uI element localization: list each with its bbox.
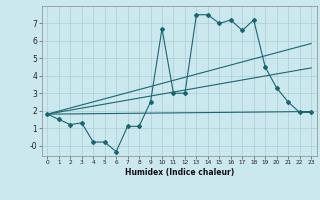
X-axis label: Humidex (Indice chaleur): Humidex (Indice chaleur)	[124, 168, 234, 177]
